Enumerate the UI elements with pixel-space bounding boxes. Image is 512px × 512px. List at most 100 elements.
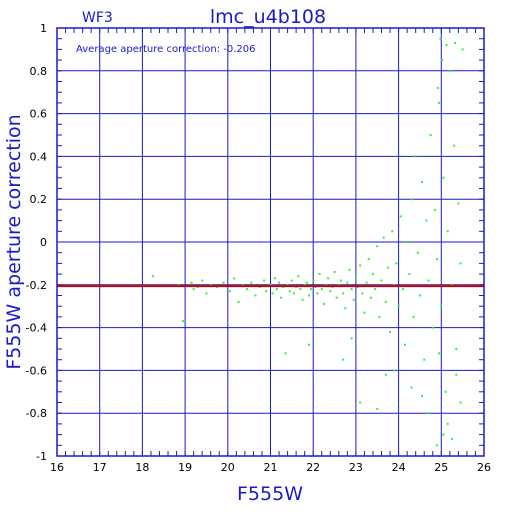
data-point	[344, 307, 347, 310]
data-point	[401, 288, 404, 291]
data-point	[322, 303, 325, 306]
data-point	[233, 277, 236, 280]
y-tick-label: 0	[40, 236, 47, 249]
data-point	[350, 337, 353, 340]
data-point	[201, 279, 204, 282]
x-tick-label: 17	[93, 461, 107, 474]
grid-lines	[56, 27, 485, 457]
data-point	[414, 155, 417, 158]
data-point	[410, 386, 413, 389]
data-point	[446, 422, 449, 425]
x-tick-labels: 16 17 18 19 20 21 22 23 24 25 26	[50, 461, 491, 474]
data-point	[453, 144, 456, 147]
data-point	[237, 300, 240, 303]
data-point	[442, 176, 445, 179]
data-point	[177, 283, 180, 286]
data-point	[436, 258, 439, 261]
data-point	[335, 296, 338, 299]
data-point	[459, 401, 462, 404]
data-point	[441, 59, 444, 62]
data-point	[438, 101, 441, 104]
data-point	[354, 277, 357, 280]
data-point	[241, 283, 244, 286]
data-point	[384, 300, 387, 303]
data-point	[222, 281, 225, 284]
data-point	[269, 283, 272, 286]
data-point	[350, 288, 353, 291]
y-tick-label: -0.4	[26, 322, 47, 335]
data-point	[450, 283, 453, 286]
y-tick-label: 0.4	[30, 150, 48, 163]
data-point	[316, 292, 319, 295]
data-point	[455, 373, 458, 376]
data-point	[284, 352, 287, 355]
data-point	[320, 288, 323, 291]
data-point	[439, 37, 442, 40]
x-tick-label: 22	[306, 461, 320, 474]
data-point	[416, 251, 419, 254]
data-point	[457, 202, 460, 205]
y-tick-label: 0.2	[30, 193, 48, 206]
y-axis-label: F555W aperture correction	[3, 114, 25, 369]
data-point	[297, 275, 300, 278]
x-tick-label: 16	[50, 461, 64, 474]
data-point	[444, 390, 447, 393]
data-point	[461, 48, 464, 51]
data-point	[393, 369, 396, 372]
data-point	[433, 208, 436, 211]
data-point	[286, 283, 289, 286]
x-tick-label: 21	[264, 461, 278, 474]
data-point	[429, 134, 432, 136]
data-point	[431, 326, 434, 329]
data-point	[305, 281, 308, 284]
data-point	[265, 290, 268, 293]
data-point	[448, 69, 451, 72]
data-point	[399, 215, 402, 218]
data-point	[299, 288, 302, 291]
data-point	[397, 305, 400, 308]
data-point	[438, 352, 441, 355]
x-tick-label: 24	[392, 461, 406, 474]
data-point	[418, 294, 421, 297]
data-point	[410, 198, 413, 201]
data-point	[386, 266, 389, 269]
data-point	[273, 277, 276, 280]
data-point	[389, 330, 392, 333]
data-point	[393, 283, 396, 286]
plot-frame	[56, 27, 485, 457]
x-tick-label: 25	[434, 461, 448, 474]
data-point	[246, 288, 249, 291]
data-point	[352, 298, 355, 301]
x-tick-label: 18	[135, 461, 149, 474]
data-point	[307, 294, 310, 297]
data-point	[408, 273, 411, 276]
y-tick-labels: -1 -0.8 -0.6 -0.4 -0.2 0 0.2 0.4 0.6 0.8 1	[26, 22, 47, 463]
x-tick-label: 23	[349, 461, 363, 474]
data-point	[312, 279, 315, 282]
data-point	[333, 270, 336, 273]
data-point	[190, 281, 193, 284]
data-point	[378, 315, 381, 318]
x-axis-label: F555W	[237, 483, 303, 505]
data-point	[329, 290, 332, 293]
data-point	[374, 288, 377, 291]
data-point	[436, 444, 439, 447]
data-point	[406, 241, 409, 243]
data-point	[382, 236, 385, 239]
data-point	[453, 41, 456, 44]
data-point	[380, 279, 383, 282]
data-point	[346, 281, 349, 284]
y-tick-label: -0.8	[26, 407, 47, 420]
data-point	[359, 264, 362, 267]
data-point	[459, 262, 462, 265]
data-point	[348, 268, 351, 271]
x-tick-label: 26	[477, 461, 491, 474]
data-point	[395, 262, 398, 265]
y-tick-label: -1	[36, 450, 47, 463]
data-point	[404, 343, 407, 346]
y-tick-label: -0.2	[26, 279, 47, 292]
data-point	[436, 86, 439, 89]
data-point	[301, 298, 304, 301]
data-point	[445, 44, 448, 47]
